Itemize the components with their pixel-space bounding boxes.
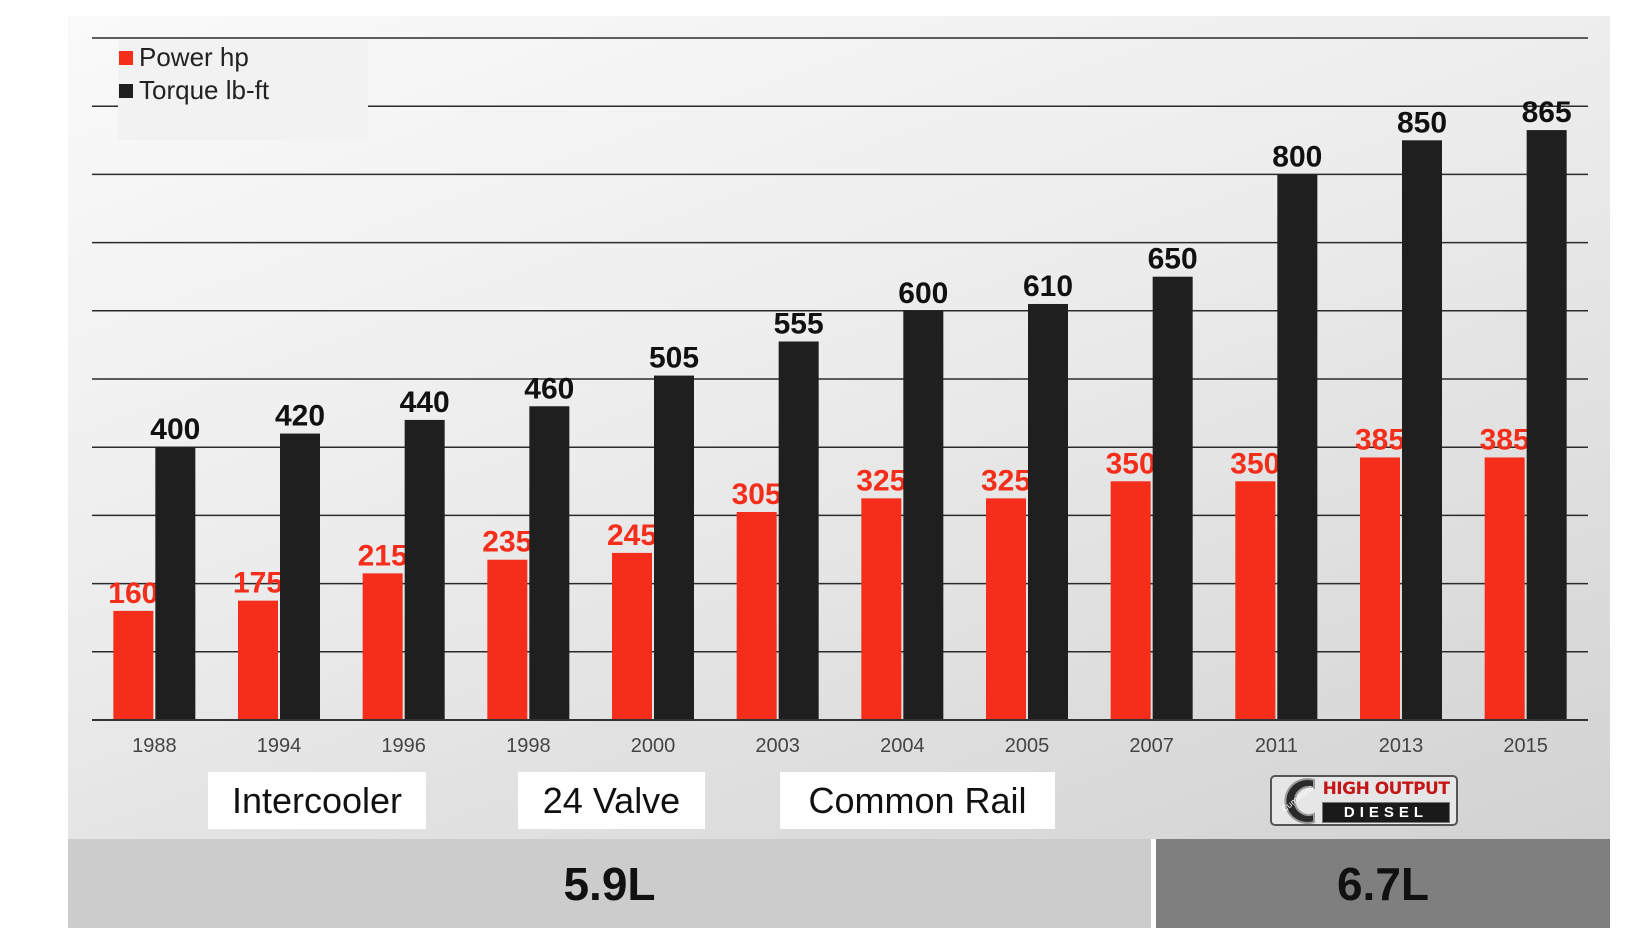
bar (861, 498, 902, 720)
bar (362, 573, 403, 720)
bar (986, 498, 1026, 720)
x-tick-label: 1996 (381, 735, 426, 757)
bar (404, 419, 445, 720)
chart-panel (68, 16, 1610, 839)
data-label: 610 (1023, 270, 1073, 303)
x-tick-label: 2004 (880, 735, 925, 757)
data-label: 420 (275, 400, 325, 433)
data-label: 215 (358, 539, 408, 572)
x-tick-label: 1998 (506, 735, 551, 757)
data-label: 505 (649, 342, 699, 375)
logo-high-output-text: HIGH OUTPUT (1322, 779, 1450, 799)
data-label: 385 (1355, 423, 1405, 456)
data-label: 325 (856, 464, 906, 497)
x-tick-label: 2013 (1379, 735, 1424, 757)
24-valve-tag: 24 Valve (518, 772, 705, 829)
bar (654, 375, 694, 720)
bar (903, 310, 944, 720)
x-tick-label: 2000 (631, 735, 676, 757)
bar (1235, 481, 1276, 720)
legend-background (118, 40, 368, 140)
data-label: 385 (1480, 423, 1530, 456)
data-label: 400 (150, 413, 200, 446)
data-label: 440 (400, 386, 450, 419)
data-label: 160 (108, 577, 158, 610)
data-label: 235 (482, 526, 532, 559)
bar (1152, 276, 1193, 720)
data-label: 800 (1272, 140, 1322, 173)
cummins-high-output-diesel-logo: Cummins HIGH OUTPUT DIESEL (1270, 774, 1458, 827)
x-tick-label: 2015 (1503, 735, 1548, 757)
bar (1526, 130, 1567, 720)
bar (1360, 457, 1400, 720)
data-label: 305 (732, 478, 782, 511)
x-tick-label: 2011 (1255, 735, 1298, 757)
bar (113, 610, 154, 720)
bar (1402, 140, 1442, 721)
legend-label: Power hp (139, 42, 249, 72)
bar (778, 341, 819, 720)
data-label: 175 (233, 567, 283, 600)
intercooler-tag: Intercooler (208, 772, 426, 829)
x-tick-label: 2007 (1129, 735, 1174, 757)
x-tick-label: 1988 (132, 735, 177, 757)
data-label: 325 (981, 464, 1031, 497)
data-label: 850 (1397, 106, 1447, 139)
bar (1110, 481, 1151, 720)
common-rail-tag: Common Rail (780, 772, 1055, 829)
logo-diesel-text: DIESEL (1322, 802, 1450, 823)
x-tick-label: 2005 (1005, 735, 1050, 757)
data-label: 600 (898, 277, 948, 310)
bar (238, 600, 278, 720)
legend-swatch (119, 51, 133, 65)
engine-6-7l-band: 6.7L (1156, 839, 1610, 928)
engine-5-9l-band: 5.9L (68, 839, 1151, 928)
data-label: 245 (607, 519, 657, 552)
bar (487, 559, 528, 720)
bar (612, 552, 652, 720)
data-label: 865 (1522, 96, 1572, 129)
legend-label: Torque lb-ft (139, 75, 270, 105)
x-tick-label: 2003 (755, 735, 800, 757)
data-label: 350 (1230, 447, 1280, 480)
bar (1028, 303, 1068, 720)
bar (280, 433, 320, 720)
data-label: 460 (524, 372, 574, 405)
x-tick-label: 1994 (257, 735, 302, 757)
bar (736, 511, 777, 720)
legend-swatch (119, 84, 133, 98)
data-label: 350 (1106, 447, 1156, 480)
data-label: 650 (1148, 243, 1198, 276)
bar (529, 406, 570, 720)
bar (155, 447, 196, 720)
bar (1484, 457, 1525, 720)
data-label: 555 (774, 307, 824, 340)
bar (1277, 174, 1318, 720)
